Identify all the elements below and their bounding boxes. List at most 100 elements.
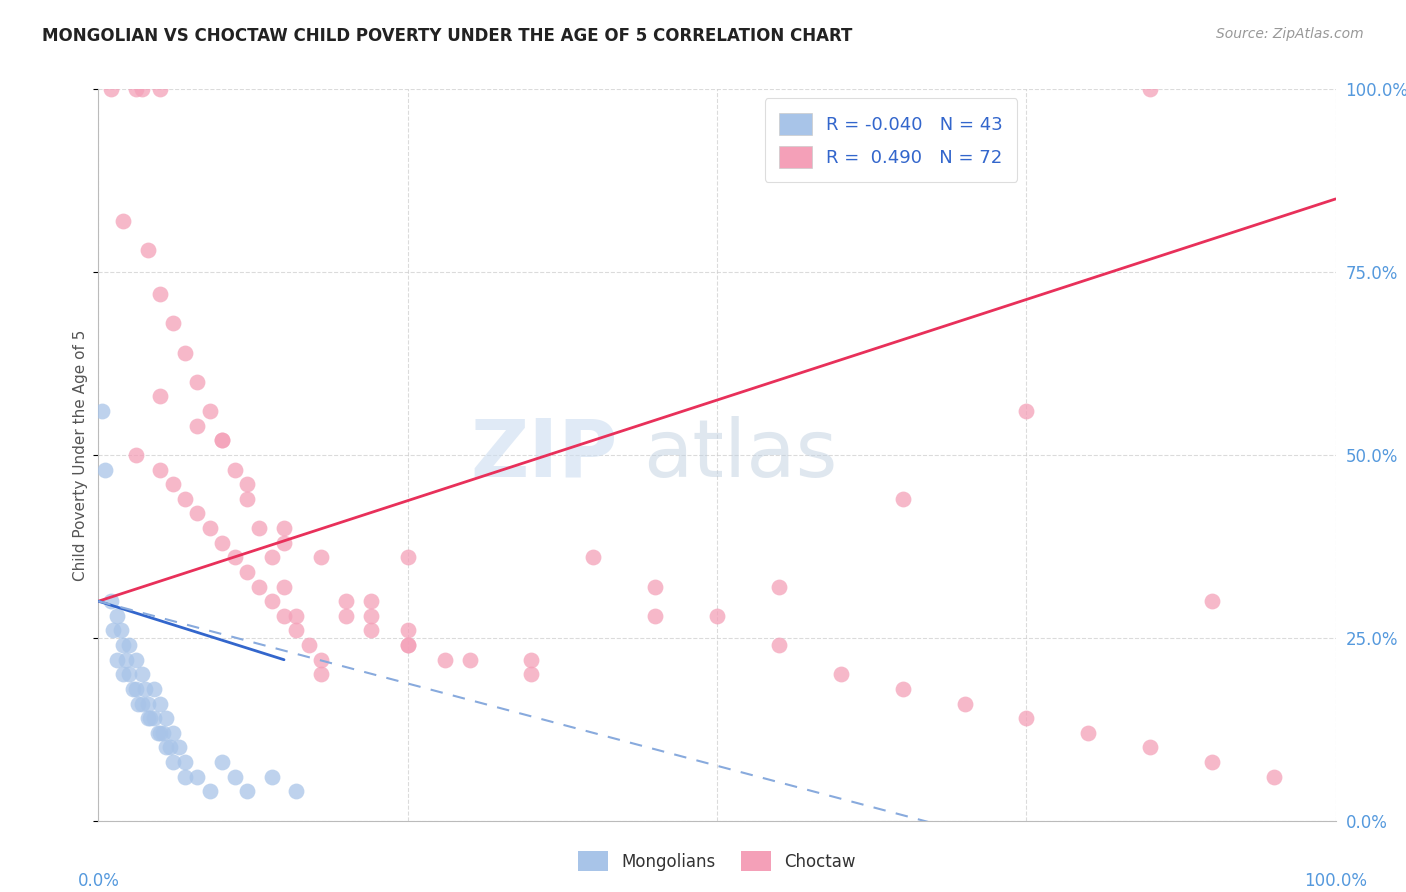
- Point: [768, 580, 790, 594]
- Point: [236, 784, 259, 798]
- Point: [198, 784, 221, 798]
- Point: [273, 580, 295, 594]
- Point: [309, 653, 332, 667]
- Point: [174, 755, 197, 769]
- Point: [127, 697, 149, 711]
- Point: [118, 667, 141, 681]
- Point: [186, 770, 208, 784]
- Point: [285, 784, 308, 798]
- Point: [103, 624, 125, 638]
- Point: [644, 608, 666, 623]
- Point: [91, 404, 114, 418]
- Point: [360, 594, 382, 608]
- Point: [396, 638, 419, 652]
- Point: [159, 740, 181, 755]
- Point: [360, 608, 382, 623]
- Point: [285, 624, 308, 638]
- Point: [149, 389, 172, 403]
- Point: [186, 375, 208, 389]
- Point: [112, 214, 135, 228]
- Point: [100, 594, 122, 608]
- Point: [582, 550, 605, 565]
- Point: [1201, 594, 1223, 608]
- Point: [224, 462, 246, 476]
- Point: [335, 608, 357, 623]
- Legend: Mongolians, Choctaw: Mongolians, Choctaw: [572, 845, 862, 878]
- Text: 100.0%: 100.0%: [1305, 871, 1367, 890]
- Point: [105, 653, 128, 667]
- Point: [198, 404, 221, 418]
- Point: [124, 653, 146, 667]
- Point: [136, 711, 159, 725]
- Point: [396, 550, 419, 565]
- Point: [236, 477, 259, 491]
- Point: [105, 608, 128, 623]
- Text: ZIP: ZIP: [471, 416, 619, 494]
- Point: [1015, 404, 1038, 418]
- Point: [93, 462, 115, 476]
- Point: [260, 550, 283, 565]
- Point: [1077, 726, 1099, 740]
- Point: [1015, 711, 1038, 725]
- Point: [139, 711, 162, 725]
- Point: [143, 711, 166, 725]
- Point: [1263, 770, 1285, 784]
- Point: [131, 667, 153, 681]
- Point: [155, 711, 177, 725]
- Point: [149, 287, 172, 301]
- Point: [211, 434, 233, 448]
- Point: [891, 681, 914, 696]
- Point: [124, 448, 146, 462]
- Point: [224, 550, 246, 565]
- Point: [236, 565, 259, 579]
- Point: [298, 638, 321, 652]
- Point: [433, 653, 456, 667]
- Text: MONGOLIAN VS CHOCTAW CHILD POVERTY UNDER THE AGE OF 5 CORRELATION CHART: MONGOLIAN VS CHOCTAW CHILD POVERTY UNDER…: [42, 27, 852, 45]
- Point: [891, 491, 914, 506]
- Point: [112, 638, 135, 652]
- Point: [124, 681, 146, 696]
- Point: [273, 535, 295, 549]
- Point: [247, 521, 270, 535]
- Point: [131, 82, 153, 96]
- Text: atlas: atlas: [643, 416, 837, 494]
- Point: [360, 624, 382, 638]
- Point: [118, 638, 141, 652]
- Point: [124, 82, 146, 96]
- Point: [146, 726, 169, 740]
- Point: [335, 594, 357, 608]
- Point: [143, 681, 166, 696]
- Point: [162, 726, 184, 740]
- Point: [155, 740, 177, 755]
- Point: [211, 535, 233, 549]
- Y-axis label: Child Poverty Under the Age of 5: Child Poverty Under the Age of 5: [73, 329, 87, 581]
- Point: [186, 418, 208, 433]
- Point: [174, 770, 197, 784]
- Point: [273, 521, 295, 535]
- Point: [149, 697, 172, 711]
- Point: [167, 740, 190, 755]
- Point: [131, 697, 153, 711]
- Point: [162, 755, 184, 769]
- Point: [396, 624, 419, 638]
- Point: [768, 638, 790, 652]
- Point: [186, 507, 208, 521]
- Point: [706, 608, 728, 623]
- Point: [309, 667, 332, 681]
- Point: [122, 681, 145, 696]
- Point: [1139, 82, 1161, 96]
- Point: [309, 550, 332, 565]
- Point: [953, 697, 976, 711]
- Point: [136, 243, 159, 257]
- Point: [1201, 755, 1223, 769]
- Point: [152, 726, 174, 740]
- Point: [110, 624, 132, 638]
- Point: [136, 697, 159, 711]
- Point: [224, 770, 246, 784]
- Point: [149, 726, 172, 740]
- Point: [114, 653, 136, 667]
- Point: [211, 755, 233, 769]
- Point: [112, 667, 135, 681]
- Text: Source: ZipAtlas.com: Source: ZipAtlas.com: [1216, 27, 1364, 41]
- Point: [285, 608, 308, 623]
